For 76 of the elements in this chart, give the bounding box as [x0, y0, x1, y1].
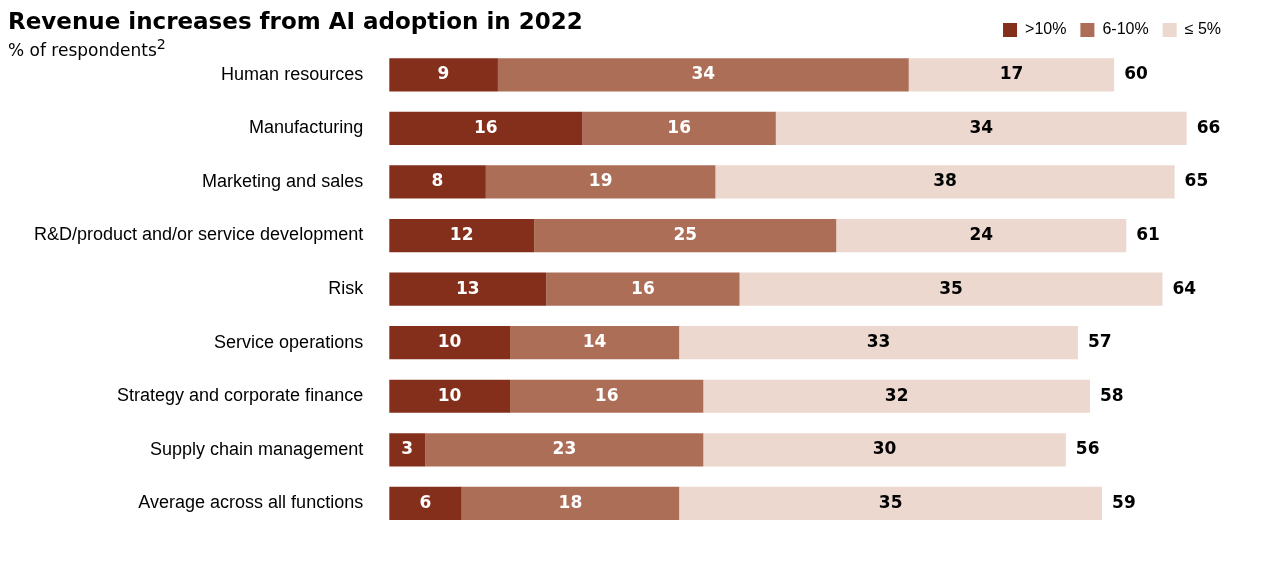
bar [703, 379, 1090, 413]
bar [534, 218, 837, 253]
y-tick-label: Human resources [221, 63, 364, 84]
data-label: 34 [691, 63, 716, 84]
data-label: 6 [419, 491, 432, 512]
y-tick-label: Manufacturing [249, 117, 364, 138]
total-label: 65 [1184, 170, 1209, 191]
bar [389, 379, 510, 413]
bar [389, 326, 510, 360]
data-label: 13 [455, 277, 480, 298]
bar [836, 218, 1127, 253]
data-label: 17 [999, 63, 1024, 84]
data-label: 16 [631, 277, 655, 298]
bar [510, 326, 680, 360]
bar [775, 111, 1187, 145]
data-label: 38 [933, 170, 957, 191]
data-label: 18 [558, 491, 583, 512]
data-label: 19 [588, 170, 613, 191]
data-label: 35 [878, 491, 903, 512]
y-tick-label: Risk [328, 278, 365, 299]
bar [679, 486, 1103, 521]
bar [715, 165, 1175, 199]
legend-label: ≤ 5% [1184, 20, 1222, 38]
legend-label: 6-10% [1102, 20, 1149, 38]
data-label: 33 [866, 331, 891, 352]
total-label: 66 [1196, 116, 1221, 137]
data-label: 16 [667, 116, 691, 137]
data-label: 35 [939, 277, 963, 298]
bar [389, 218, 535, 253]
bar [389, 58, 498, 92]
total-label: 61 [1136, 223, 1160, 244]
bar [679, 326, 1078, 360]
y-tick-label: Service operations [214, 331, 364, 352]
data-label: 23 [552, 438, 577, 459]
y-tick-label: Supply chain management [150, 438, 364, 459]
data-label: 14 [582, 331, 607, 352]
data-label: 30 [872, 438, 897, 459]
y-tick-label: R&D/product and/or service development [34, 224, 364, 245]
total-label: 58 [1100, 384, 1124, 405]
bar [389, 272, 547, 306]
data-label: 9 [437, 63, 450, 84]
bar [389, 111, 583, 145]
total-label: 64 [1172, 277, 1197, 298]
total-label: 57 [1087, 331, 1112, 352]
y-tick-label: Strategy and corporate finance [117, 385, 364, 406]
y-tick-label: Marketing and sales [202, 170, 364, 191]
data-label: 10 [437, 331, 462, 352]
data-label: 8 [431, 170, 444, 191]
data-label: 10 [437, 384, 462, 405]
chart-title: Revenue increases from AI adoption in 2022 [8, 8, 583, 34]
bar [546, 272, 740, 306]
bar [497, 58, 909, 92]
data-label: 32 [884, 384, 909, 405]
data-label: 16 [474, 116, 498, 137]
total-label: 60 [1124, 63, 1148, 84]
y-tick-label: Average across all functions [138, 492, 364, 513]
text: % of respondents$^{2}$ [8, 36, 167, 60]
bar [582, 111, 776, 145]
data-label: 3 [401, 438, 414, 459]
bar [703, 433, 1066, 467]
bar [485, 165, 716, 199]
data-label: 24 [969, 223, 994, 244]
data-label: 16 [594, 384, 619, 405]
bar [739, 272, 1163, 306]
data-label: 34 [969, 116, 994, 137]
total-label: 56 [1075, 438, 1100, 459]
total-label: 59 [1112, 491, 1136, 512]
bar [510, 379, 704, 413]
bar [461, 486, 680, 521]
legend-label: >10% [1025, 20, 1067, 38]
data-label: 12 [449, 223, 474, 244]
bar [908, 58, 1115, 92]
data-label: 25 [673, 223, 698, 244]
bar [425, 433, 704, 467]
bar [389, 165, 486, 199]
bar [389, 486, 462, 521]
